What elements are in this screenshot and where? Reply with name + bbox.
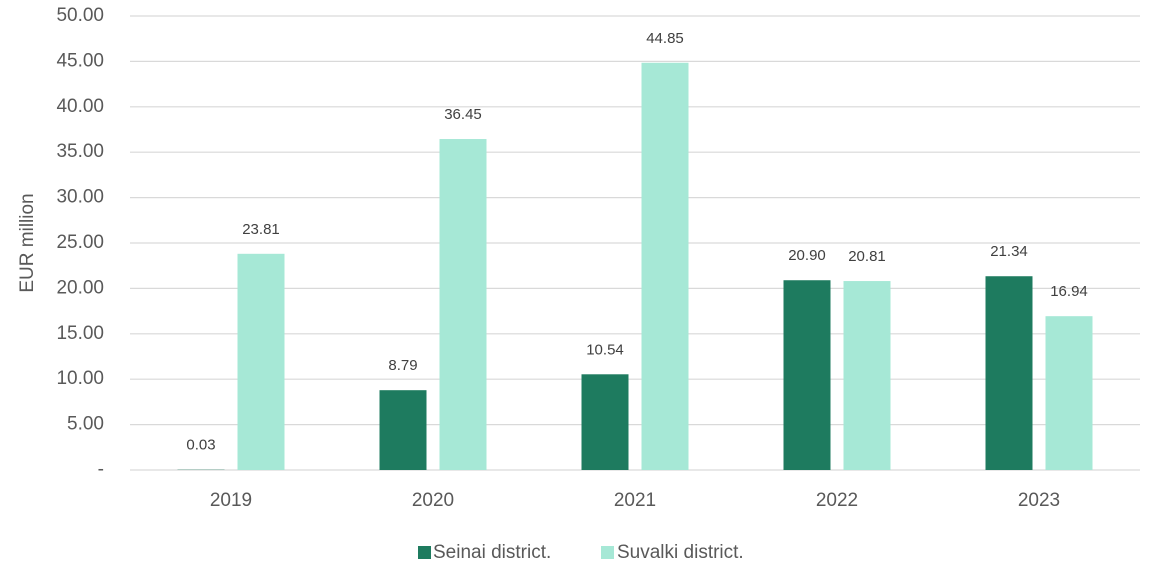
y-axis-title: EUR million [17,193,38,292]
x-tick-label: 2022 [816,490,858,511]
bar-seinai-2021 [581,374,629,470]
data-label: 36.45 [444,106,482,123]
bar-seinai-2020 [379,390,427,470]
data-label: 10.54 [586,341,624,358]
data-label: 8.79 [388,357,417,374]
y-tick-label: 20.00 [56,277,104,298]
y-tick-label: 40.00 [56,96,104,117]
x-tick-label: 2023 [1018,490,1060,511]
bar-suvalki-2023 [1045,316,1093,470]
gridlines [130,15,1140,471]
bar-seinai-2022 [783,280,831,470]
legend-swatch [418,546,431,559]
bars [177,62,1093,471]
y-tick-label: 15.00 [56,323,104,344]
y-axis-ticks: - 5.00 10.00 15.00 20.00 25.00 30.00 35.00 40.00… [56,5,104,480]
bar-suvalki-2019 [237,253,285,470]
data-label: 23.81 [242,221,280,238]
data-labels: 0.03 23.81 8.79 36.45 10.54 44.85 20.90 20.81 21… [186,30,1087,454]
bar-suvalki-2020 [439,139,487,470]
x-axis-ticks: 2019 2020 2021 2022 2023 [210,490,1060,511]
x-tick-label: 2019 [210,490,252,511]
data-label: 21.34 [990,243,1028,260]
bar-suvalki-2021 [641,62,689,471]
y-tick-label: 30.00 [56,187,104,208]
x-tick-label: 2021 [614,490,656,511]
data-label: 44.85 [646,30,684,47]
y-tick-label: 5.00 [67,414,104,435]
y-tick-label: 45.00 [56,50,104,71]
data-label: 16.94 [1050,283,1088,300]
y-tick-label: - [98,459,104,480]
x-tick-label: 2020 [412,490,454,511]
y-tick-label: 10.00 [56,368,104,389]
y-tick-label: 25.00 [56,232,104,253]
legend-label: Seinai district. [433,542,551,563]
legend-swatch [601,546,614,559]
y-tick-label: 50.00 [56,5,104,26]
y-tick-label: 35.00 [56,141,104,162]
data-label: 20.81 [848,248,886,265]
legend: Seinai district. Suvalki district. [418,542,744,563]
legend-label: Suvalki district. [617,542,744,563]
bar-suvalki-2022 [843,281,891,470]
bar-seinai-2023 [985,276,1033,470]
data-label: 20.90 [788,247,826,264]
data-label: 0.03 [186,437,215,454]
